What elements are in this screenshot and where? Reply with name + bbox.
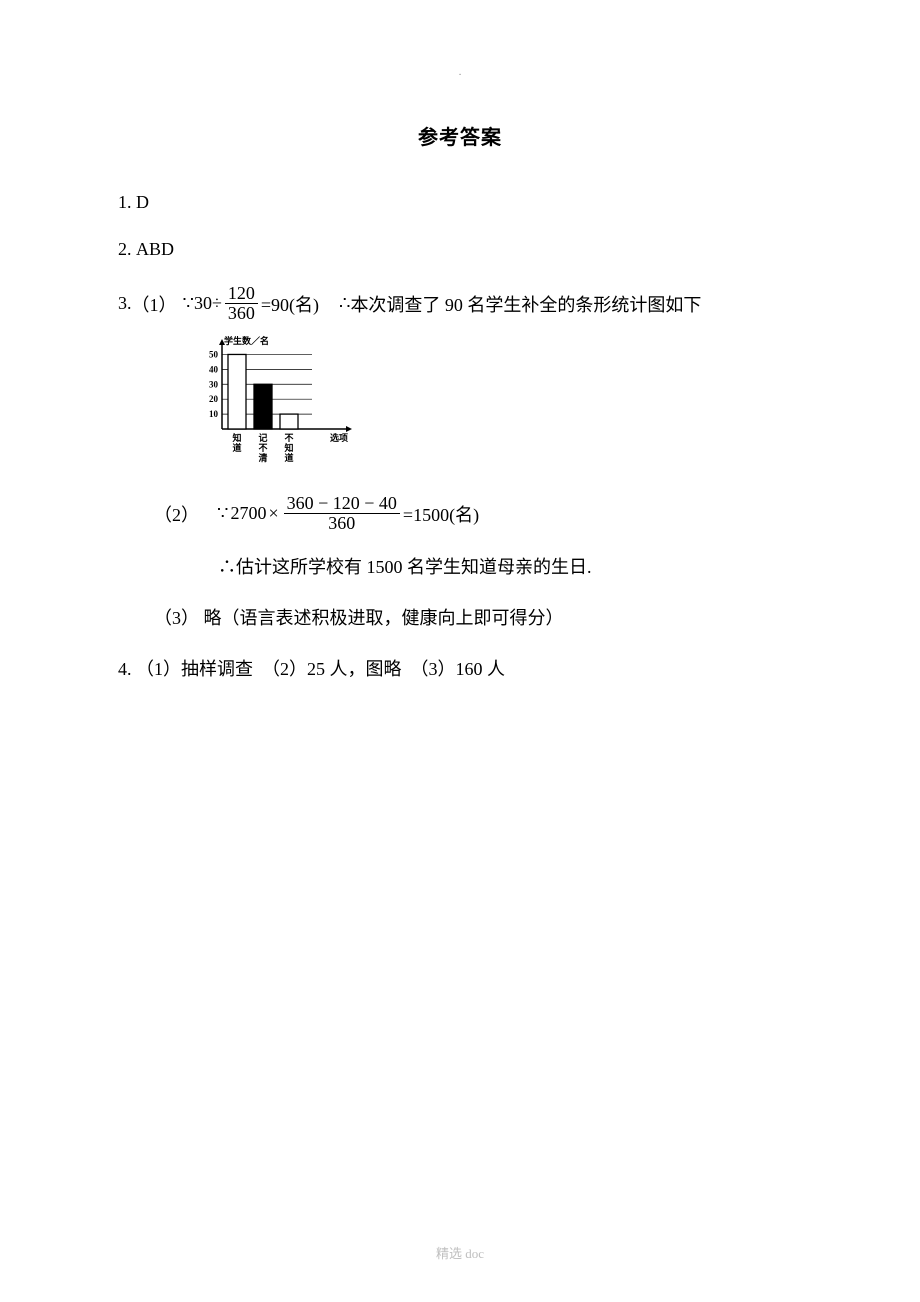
q2-num: 2. [118, 239, 132, 259]
footer-text: 精选 doc [0, 1243, 920, 1262]
q1-num: 1. [118, 192, 132, 212]
q3-num: 3. [118, 293, 132, 314]
svg-text:知: 知 [283, 442, 293, 453]
svg-text:学生数／名: 学生数／名 [224, 335, 269, 346]
q3p1-frac-num: 120 [225, 284, 258, 304]
q3p2-eq: =1500(名) [403, 501, 479, 527]
q3p2-frac-den: 360 [325, 514, 358, 533]
q3p2-times: × [268, 503, 278, 524]
page-title: 参考答案 [118, 121, 802, 150]
svg-text:不: 不 [284, 433, 293, 443]
q3p1-therefore: ∴ [339, 293, 350, 314]
q1-val: D [136, 192, 149, 212]
q3p2-label: （2） [154, 501, 199, 527]
q3p2-frac: 360 − 120 − 40 360 [284, 494, 400, 533]
svg-text:50: 50 [209, 350, 219, 360]
q3p1-frac-den: 360 [225, 304, 258, 323]
svg-text:记: 记 [258, 432, 267, 443]
q3p3-label: （3） [154, 608, 199, 628]
svg-text:10: 10 [209, 409, 219, 419]
q3p2-frac-num: 360 − 120 − 40 [284, 494, 400, 514]
bar-chart: 学生数／名1020304050知道记不清不知道选项 [188, 333, 802, 478]
q3p1-30: 30 [194, 293, 212, 314]
q3p3-text: 略（语言表述积极进取，健康向上即可得分） [204, 608, 564, 628]
answer-4: 4. （1）抽样调查 （2）25 人，图略 （3）160 人 [118, 657, 802, 682]
svg-text:清: 清 [258, 452, 267, 463]
q3p1-because: ∵ [183, 293, 194, 314]
svg-text:不: 不 [258, 443, 267, 453]
svg-text:道: 道 [284, 452, 293, 463]
q4-num: 4. [118, 659, 132, 679]
answer-3-part2-therefore: ∴估计这所学校有 1500 名学生知道母亲的生日. [218, 555, 802, 580]
answer-3-part3: （3） 略（语言表述积极进取，健康向上即可得分） [154, 606, 802, 631]
svg-text:20: 20 [209, 394, 219, 404]
q3p1-eq: =90(名) [261, 291, 319, 317]
svg-text:30: 30 [209, 379, 219, 389]
answer-3-part2: （2） ∵ 2700 × 360 − 120 − 40 360 =1500(名) [154, 494, 802, 533]
svg-text:道: 道 [232, 442, 241, 453]
svg-text:选项: 选项 [330, 432, 348, 443]
q3p2-because: ∵ [217, 503, 228, 524]
answer-1: 1. D [118, 190, 802, 215]
q3p2-therefore-line: ∴估计这所学校有 1500 名学生知道母亲的生日. [218, 557, 592, 577]
svg-text:40: 40 [209, 365, 219, 375]
q3p1-text: 本次调查了 90 名学生补全的条形统计图如下 [350, 291, 701, 317]
answer-2: 2. ABD [118, 237, 802, 262]
answer-3-part1: 3. （1） ∵ 30 ÷ 120 360 =90(名) ∴ 本次调查了 90 … [118, 284, 802, 323]
q4-text: （1）抽样调查 （2）25 人，图略 （3）160 人 [136, 659, 505, 679]
q3p1-frac: 120 360 [225, 284, 258, 323]
svg-text:知: 知 [231, 432, 241, 443]
header-mark: · [118, 70, 802, 81]
q2-val: ABD [136, 239, 174, 259]
bar-chart-svg: 学生数／名1020304050知道记不清不知道选项 [188, 333, 368, 473]
q3p2-2700: 2700 [230, 503, 266, 524]
q3p1-label: （1） [132, 291, 177, 317]
q3p1-div: ÷ [212, 293, 222, 314]
